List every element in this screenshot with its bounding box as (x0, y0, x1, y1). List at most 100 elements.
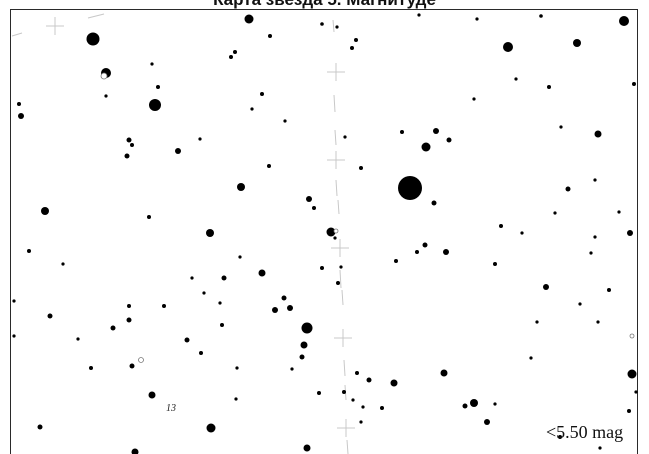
star (354, 38, 358, 42)
star (206, 229, 214, 237)
grid-dash (335, 179, 338, 197)
star (472, 97, 476, 101)
star (104, 94, 108, 98)
star (598, 446, 602, 450)
star (299, 354, 305, 360)
grid-dash (343, 359, 346, 377)
star (320, 22, 324, 26)
map-frame (10, 9, 638, 454)
star (366, 377, 372, 383)
star (131, 448, 139, 454)
star (129, 363, 135, 369)
grid-dash (333, 94, 336, 113)
star (422, 242, 428, 248)
star (355, 371, 359, 375)
star (573, 39, 581, 47)
star (499, 224, 503, 228)
star (493, 402, 497, 406)
star (514, 77, 518, 81)
star (300, 341, 308, 349)
star (433, 128, 439, 134)
star (41, 207, 49, 215)
star (184, 337, 190, 343)
star (400, 130, 404, 134)
star (535, 320, 539, 324)
star (198, 137, 202, 141)
star (607, 288, 611, 292)
star (258, 269, 266, 277)
star (619, 16, 629, 26)
star (359, 166, 363, 170)
variable-star-ring (333, 228, 339, 234)
grid-cross-mark (334, 329, 352, 347)
star (126, 317, 132, 323)
star (301, 322, 313, 334)
star (86, 32, 100, 46)
star (229, 55, 233, 59)
star (596, 320, 600, 324)
grid-dash (334, 129, 337, 146)
star (206, 423, 216, 433)
star (190, 276, 194, 280)
grid-cross-mark (331, 239, 349, 257)
star (175, 148, 181, 154)
star (593, 178, 597, 182)
star (440, 369, 448, 377)
star (475, 17, 479, 21)
star (443, 249, 449, 255)
star (238, 255, 242, 259)
variable-star-ring (138, 357, 144, 363)
star (543, 284, 549, 290)
star (520, 231, 524, 235)
star (124, 153, 130, 159)
star (627, 369, 637, 379)
star (150, 62, 154, 66)
star (18, 113, 24, 119)
star (484, 419, 490, 425)
star (303, 444, 311, 452)
star (415, 250, 419, 254)
star (493, 262, 497, 266)
star (61, 262, 65, 266)
star (539, 14, 543, 18)
grid-dash (341, 289, 344, 306)
star (470, 399, 478, 407)
star (421, 142, 431, 152)
star (272, 307, 278, 313)
star (594, 130, 602, 138)
grid-cross-mark (337, 419, 355, 437)
object-number-label: 13 (166, 403, 176, 414)
star (27, 249, 31, 253)
star (343, 135, 347, 139)
star (12, 334, 16, 338)
star (350, 46, 354, 50)
magnitude-limit-label: <5.50 mag (546, 422, 623, 442)
star (547, 85, 551, 89)
star (342, 390, 346, 394)
star (235, 366, 239, 370)
star (446, 137, 452, 143)
star (47, 313, 53, 319)
star (335, 25, 339, 29)
star (593, 235, 597, 239)
grid-cross-mark (46, 17, 64, 35)
star (394, 259, 398, 263)
star (306, 196, 312, 202)
star (76, 337, 80, 341)
star (199, 351, 203, 355)
star (431, 200, 437, 206)
star (162, 304, 166, 308)
star (317, 391, 321, 395)
star (634, 390, 638, 394)
star (336, 281, 340, 285)
star (156, 85, 160, 89)
star (237, 183, 245, 191)
star (147, 215, 151, 219)
star (281, 295, 287, 301)
star (339, 265, 343, 269)
star (12, 299, 16, 303)
coordinate-grid (11, 13, 355, 454)
star (110, 325, 116, 331)
grid-cross-mark (327, 63, 345, 81)
